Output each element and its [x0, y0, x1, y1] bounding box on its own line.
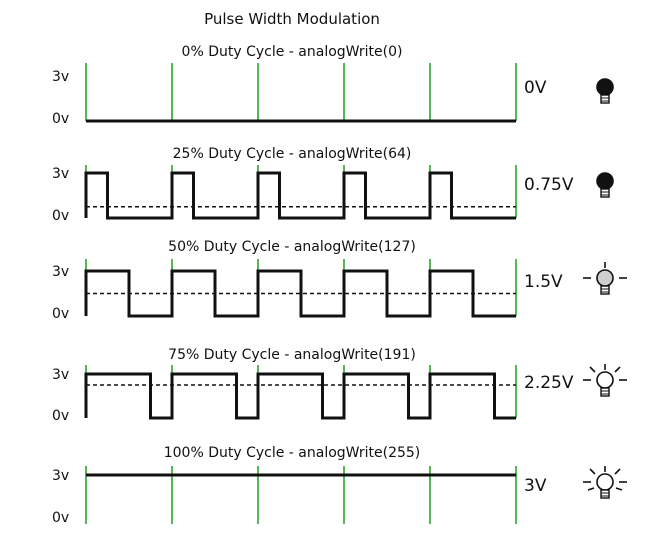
pwm-signal-line	[84, 372, 516, 420]
bulb-base	[600, 188, 610, 198]
pwm-panel-2: 50% Duty Cycle - analogWrite(127) 3v 0v 1.5…	[52, 239, 627, 322]
panel-label: 100% Duty Cycle - analogWrite(255)	[164, 445, 421, 461]
bulb-base	[600, 387, 610, 397]
y-tick-label-high: 3v	[52, 367, 69, 383]
y-tick-label-high: 3v	[52, 264, 69, 280]
y-tick-label-high: 3v	[52, 166, 69, 182]
y-tick-label-high: 3v	[52, 468, 69, 484]
pwm-panel-0: 0% Duty Cycle - analogWrite(0) 3v 0v 0V	[52, 44, 614, 127]
bulb-bright-icon	[583, 364, 627, 397]
bulb-ray	[614, 366, 621, 373]
bulb-ray	[589, 468, 596, 475]
bulb-ray	[587, 487, 595, 491]
panel-label: 0% Duty Cycle - analogWrite(0)	[182, 44, 403, 60]
bulb-globe	[596, 269, 614, 287]
bulb-base	[600, 94, 610, 104]
bulb-ray	[589, 366, 596, 373]
panel-label: 50% Duty Cycle - analogWrite(127)	[168, 239, 416, 255]
y-tick-label-low: 0v	[52, 408, 69, 424]
y-tick-label-low: 0v	[52, 510, 69, 526]
bulb-base	[600, 285, 610, 295]
bulb-globe	[596, 371, 614, 389]
voltage-label: 0.75V	[524, 175, 574, 195]
voltage-label: 3V	[524, 476, 547, 496]
bulb-off-icon	[596, 78, 614, 104]
voltage-label: 1.5V	[524, 272, 563, 292]
pwm-panel-4: 100% Duty Cycle - analogWrite(255) 3v 0v 3V	[52, 445, 627, 526]
bulb-globe	[596, 473, 614, 491]
pwm-signal-line	[84, 171, 516, 220]
bulb-off-icon	[596, 172, 614, 198]
bulb-ray	[615, 487, 623, 491]
bulb-dim-icon	[583, 262, 627, 295]
voltage-label: 2.25V	[524, 373, 574, 393]
y-tick-label-high: 3v	[52, 69, 69, 85]
diagram-title: Pulse Width Modulation	[204, 10, 380, 28]
bulb-globe	[596, 78, 614, 96]
y-tick-label-low: 0v	[52, 208, 69, 224]
pwm-signal-line	[84, 269, 516, 318]
panel-label: 25% Duty Cycle - analogWrite(64)	[173, 146, 412, 162]
bulb-globe	[596, 172, 614, 190]
bulb-base	[600, 489, 610, 499]
bulb-ray	[614, 468, 621, 475]
bulb-full-icon	[583, 466, 627, 499]
panel-label: 75% Duty Cycle - analogWrite(191)	[168, 347, 416, 363]
y-tick-label-low: 0v	[52, 111, 69, 127]
pwm-panel-3: 75% Duty Cycle - analogWrite(191) 3v 0v 2.2…	[52, 347, 627, 424]
voltage-label: 0V	[524, 78, 547, 98]
y-tick-label-low: 0v	[52, 306, 69, 322]
pwm-panel-1: 25% Duty Cycle - analogWrite(64) 3v 0v 0.75…	[52, 146, 614, 224]
